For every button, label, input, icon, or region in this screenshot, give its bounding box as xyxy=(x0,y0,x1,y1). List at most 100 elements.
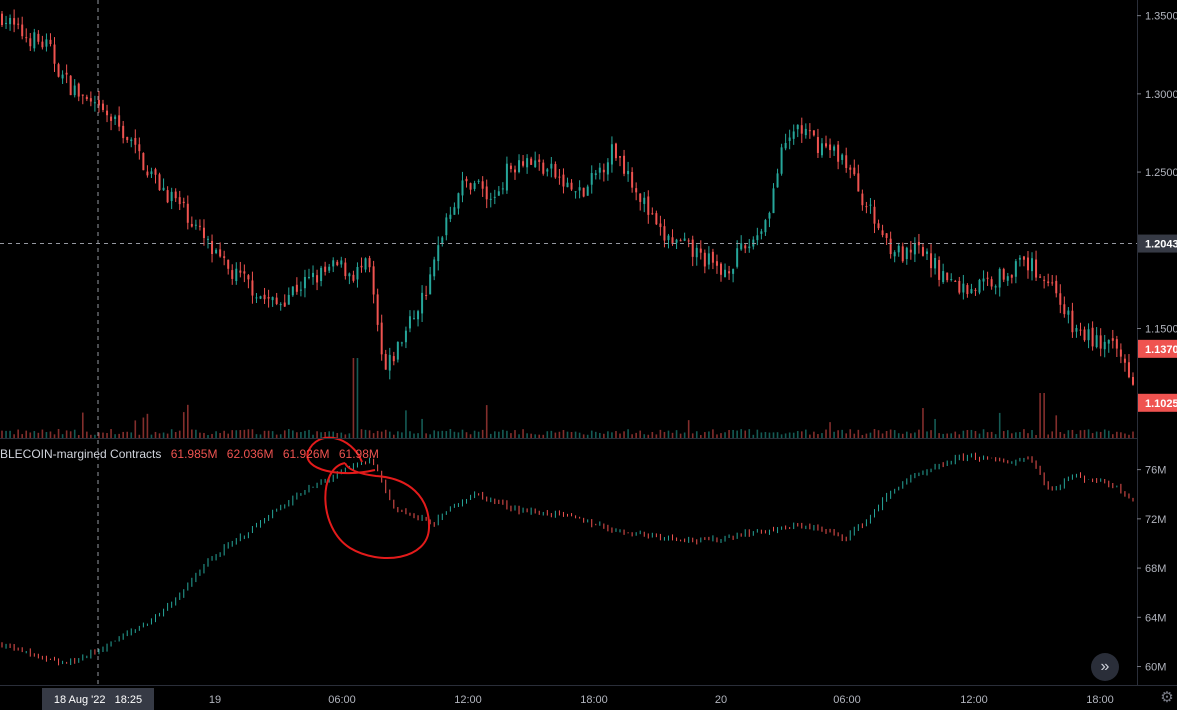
candle-body xyxy=(166,190,169,203)
volume-bar xyxy=(1132,431,1134,438)
volume-bar xyxy=(631,434,633,438)
volume-bar xyxy=(498,431,500,438)
price-tag: 1.1370 xyxy=(1138,339,1177,358)
volume-bar xyxy=(934,418,936,438)
volume-bar xyxy=(393,434,395,438)
candle-body xyxy=(833,146,836,151)
candle-body xyxy=(247,275,250,280)
volume-bar xyxy=(1027,433,1029,438)
volume-bar xyxy=(292,430,294,438)
candle-body xyxy=(303,276,306,289)
candle-body xyxy=(295,284,298,292)
volume-bar xyxy=(251,429,254,438)
candle-body xyxy=(158,174,161,191)
volume-bar xyxy=(118,433,120,438)
volume-bar xyxy=(409,431,411,438)
volume-bar xyxy=(796,431,799,438)
volume-bar xyxy=(477,431,480,438)
candle-body xyxy=(982,278,985,282)
volume-bar xyxy=(574,431,577,438)
candle-body xyxy=(271,297,274,301)
candle-body xyxy=(445,217,448,236)
volume-bar xyxy=(1006,430,1009,438)
volume-bar xyxy=(376,430,379,438)
candle-body xyxy=(190,223,193,227)
volume-bar xyxy=(841,429,843,438)
candle-body xyxy=(974,289,977,291)
candle-body xyxy=(703,252,706,267)
volume-bar xyxy=(817,434,819,438)
volume-bar xyxy=(704,432,706,438)
candle-body xyxy=(1,13,3,26)
volume-bar xyxy=(195,429,197,438)
volume-bar xyxy=(344,434,347,438)
volume-bar xyxy=(716,434,718,438)
volume-bar xyxy=(671,432,674,438)
volume-bar xyxy=(918,429,920,438)
volume-bar xyxy=(356,358,359,438)
candle-body xyxy=(1063,304,1066,315)
candle-body xyxy=(364,258,367,270)
candle-body xyxy=(332,260,335,267)
candle-body xyxy=(223,256,226,258)
candle-body xyxy=(1010,274,1013,278)
volume-bar xyxy=(748,429,751,438)
indicator-tick-label: 76M xyxy=(1145,465,1166,477)
volume-bar xyxy=(138,434,141,438)
candle-body xyxy=(211,241,214,255)
candle-body xyxy=(1087,329,1090,341)
volume-bar xyxy=(534,434,536,438)
candle-body xyxy=(736,248,739,267)
volume-bar xyxy=(708,431,710,438)
time-tick-label: 18:00 xyxy=(580,694,608,706)
annotation-loop-bottom xyxy=(324,462,431,560)
candle-body xyxy=(542,162,545,174)
candle-body xyxy=(9,17,12,25)
candle-body xyxy=(679,240,682,242)
candle-body xyxy=(453,207,456,215)
volume-bar xyxy=(586,434,589,438)
volume-bar xyxy=(780,434,783,438)
settings-gear-icon[interactable]: ⚙ xyxy=(1160,689,1174,706)
volume-bar xyxy=(259,434,262,438)
volume-bar xyxy=(978,433,981,438)
candle-body xyxy=(219,249,222,257)
candle-body xyxy=(853,167,856,175)
volume-bar xyxy=(219,433,221,438)
candle-body xyxy=(118,115,121,127)
volume-bar xyxy=(546,431,549,438)
candle-body xyxy=(1115,339,1118,349)
candle-body xyxy=(243,271,246,274)
candle-body xyxy=(207,238,210,240)
candle-body xyxy=(1075,328,1078,332)
candle-body xyxy=(639,193,642,202)
price-tag-box xyxy=(1138,339,1177,358)
candle-body xyxy=(752,239,755,247)
candle-body xyxy=(255,297,258,299)
candle-body xyxy=(316,275,319,283)
candle-body xyxy=(142,153,145,171)
volume-bar xyxy=(191,429,193,438)
price-tag-label: 1.1025 xyxy=(1145,398,1177,410)
candle-body xyxy=(909,249,912,253)
candle-body xyxy=(461,180,464,196)
volume-bar xyxy=(94,434,96,438)
candle-body xyxy=(687,240,690,242)
volume-bar xyxy=(1124,433,1126,438)
candle-body xyxy=(1111,338,1114,341)
candle-body xyxy=(780,147,783,174)
candle-body xyxy=(449,214,452,219)
candle-body xyxy=(1107,340,1110,344)
volume-bar xyxy=(328,431,330,438)
double-chevron-right-icon: » xyxy=(1100,658,1110,675)
candle-body xyxy=(1103,341,1106,350)
scroll-to-realtime-button[interactable]: » xyxy=(1091,653,1119,681)
candle-body xyxy=(17,23,20,25)
volume-bars xyxy=(1,358,1134,438)
candle-body xyxy=(1051,282,1054,284)
candle-body xyxy=(804,128,807,136)
volume-bar xyxy=(962,430,965,438)
volume-bar xyxy=(679,433,682,438)
volume-bar xyxy=(1055,415,1058,438)
